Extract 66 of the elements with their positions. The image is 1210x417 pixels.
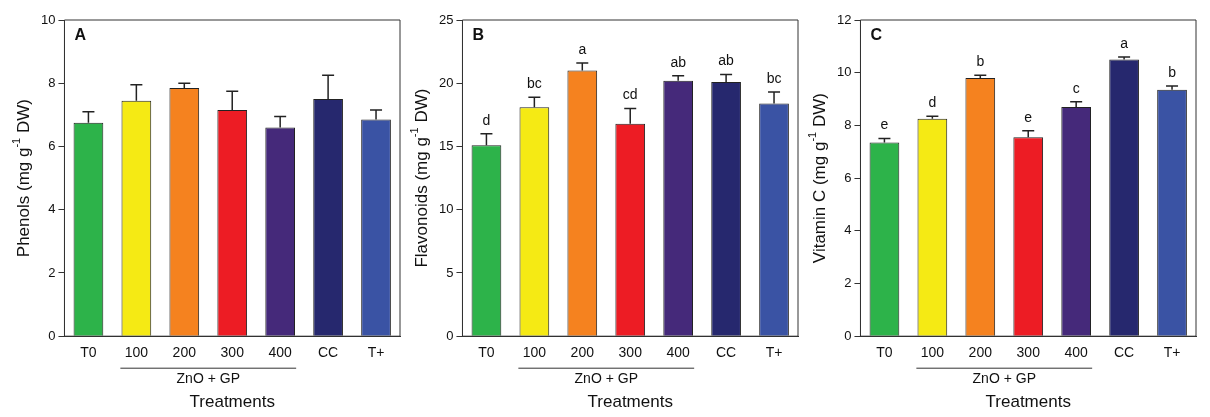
annotation: d (482, 111, 491, 128)
x-tick-label: 100 (522, 344, 547, 361)
annotation: a (578, 40, 587, 57)
x-tick-label: 300 (618, 344, 643, 361)
y-tick-label: 4 (48, 201, 56, 217)
annotation: ab (670, 53, 687, 70)
annotation: bc (526, 75, 542, 92)
x-tick-label: T0 (478, 344, 495, 361)
x-tick-label: 200 (570, 344, 595, 361)
annotation: bc (766, 69, 782, 86)
annotation: b (976, 53, 985, 70)
x-tick-label: CC (715, 344, 737, 361)
annotation: ab (718, 52, 735, 69)
y-tick-label: 0 (48, 327, 56, 343)
y-tick-label: 5 (446, 264, 454, 280)
x-tick-label: T0 (80, 344, 97, 361)
x-tick-label: 400 (268, 344, 293, 361)
x-tick-label: T0 (876, 344, 893, 361)
x-tick-label: 400 (1064, 344, 1089, 361)
y-tick-label: 12 (836, 11, 852, 27)
y-tick-label: 6 (48, 138, 56, 154)
annotation: d (928, 94, 937, 111)
y-tick-label: 8 (844, 116, 852, 132)
y-tick-label: 25 (438, 11, 454, 27)
y-tick-label: 10 (836, 64, 852, 80)
y-tick-label: 6 (844, 169, 852, 185)
chart-title: B (472, 26, 485, 44)
x-tick-label: 300 (1016, 344, 1041, 361)
x-tick-label: 100 (124, 344, 149, 361)
y-tick-label: 4 (844, 222, 852, 238)
annotation: b (1168, 63, 1177, 80)
annotation: e (880, 116, 889, 133)
annotation: cd (622, 86, 638, 103)
x-axis-title: Treatments (985, 392, 1071, 412)
x-tick-label: 200 (172, 344, 197, 361)
x-tick-label: 300 (220, 344, 245, 361)
text: ZnO + GP (972, 370, 1036, 387)
x-tick-label: 100 (920, 344, 945, 361)
y-tick-label: 8 (48, 74, 56, 90)
y-tick-label: 0 (844, 327, 852, 343)
x-axis-title: Treatments (587, 392, 673, 412)
y-tick-label: 0 (446, 327, 454, 343)
text: ZnO + GP (176, 370, 240, 387)
x-tick-label: CC (1113, 344, 1135, 361)
annotation: c (1072, 79, 1080, 96)
chart-title: A (74, 26, 87, 44)
y-axis-title: Vitamin C (mg g-1 DW) (806, 93, 829, 264)
y-axis-title: Phenols (mg g-1 DW) (10, 99, 33, 258)
annotation: a (1120, 34, 1129, 51)
x-tick-label: CC (317, 344, 339, 361)
x-axis-title: Treatments (189, 392, 275, 412)
x-tick-label: T+ (1163, 344, 1181, 361)
y-axis-title: Flavonoids (mg g-1 DW) (408, 88, 431, 268)
y-tick-label: 2 (844, 275, 852, 291)
x-tick-label: T+ (367, 344, 385, 361)
x-tick-label: 400 (666, 344, 691, 361)
x-tick-label: 200 (968, 344, 993, 361)
y-tick-label: 10 (40, 11, 56, 27)
y-tick-label: 15 (438, 138, 454, 154)
text: ZnO + GP (574, 370, 638, 387)
y-tick-label: 20 (438, 74, 454, 90)
annotation: e (1024, 108, 1033, 125)
y-tick-label: 10 (438, 201, 454, 217)
y-tick-label: 2 (48, 264, 56, 280)
x-tick-label: T+ (765, 344, 783, 361)
chart-title: C (870, 26, 883, 44)
